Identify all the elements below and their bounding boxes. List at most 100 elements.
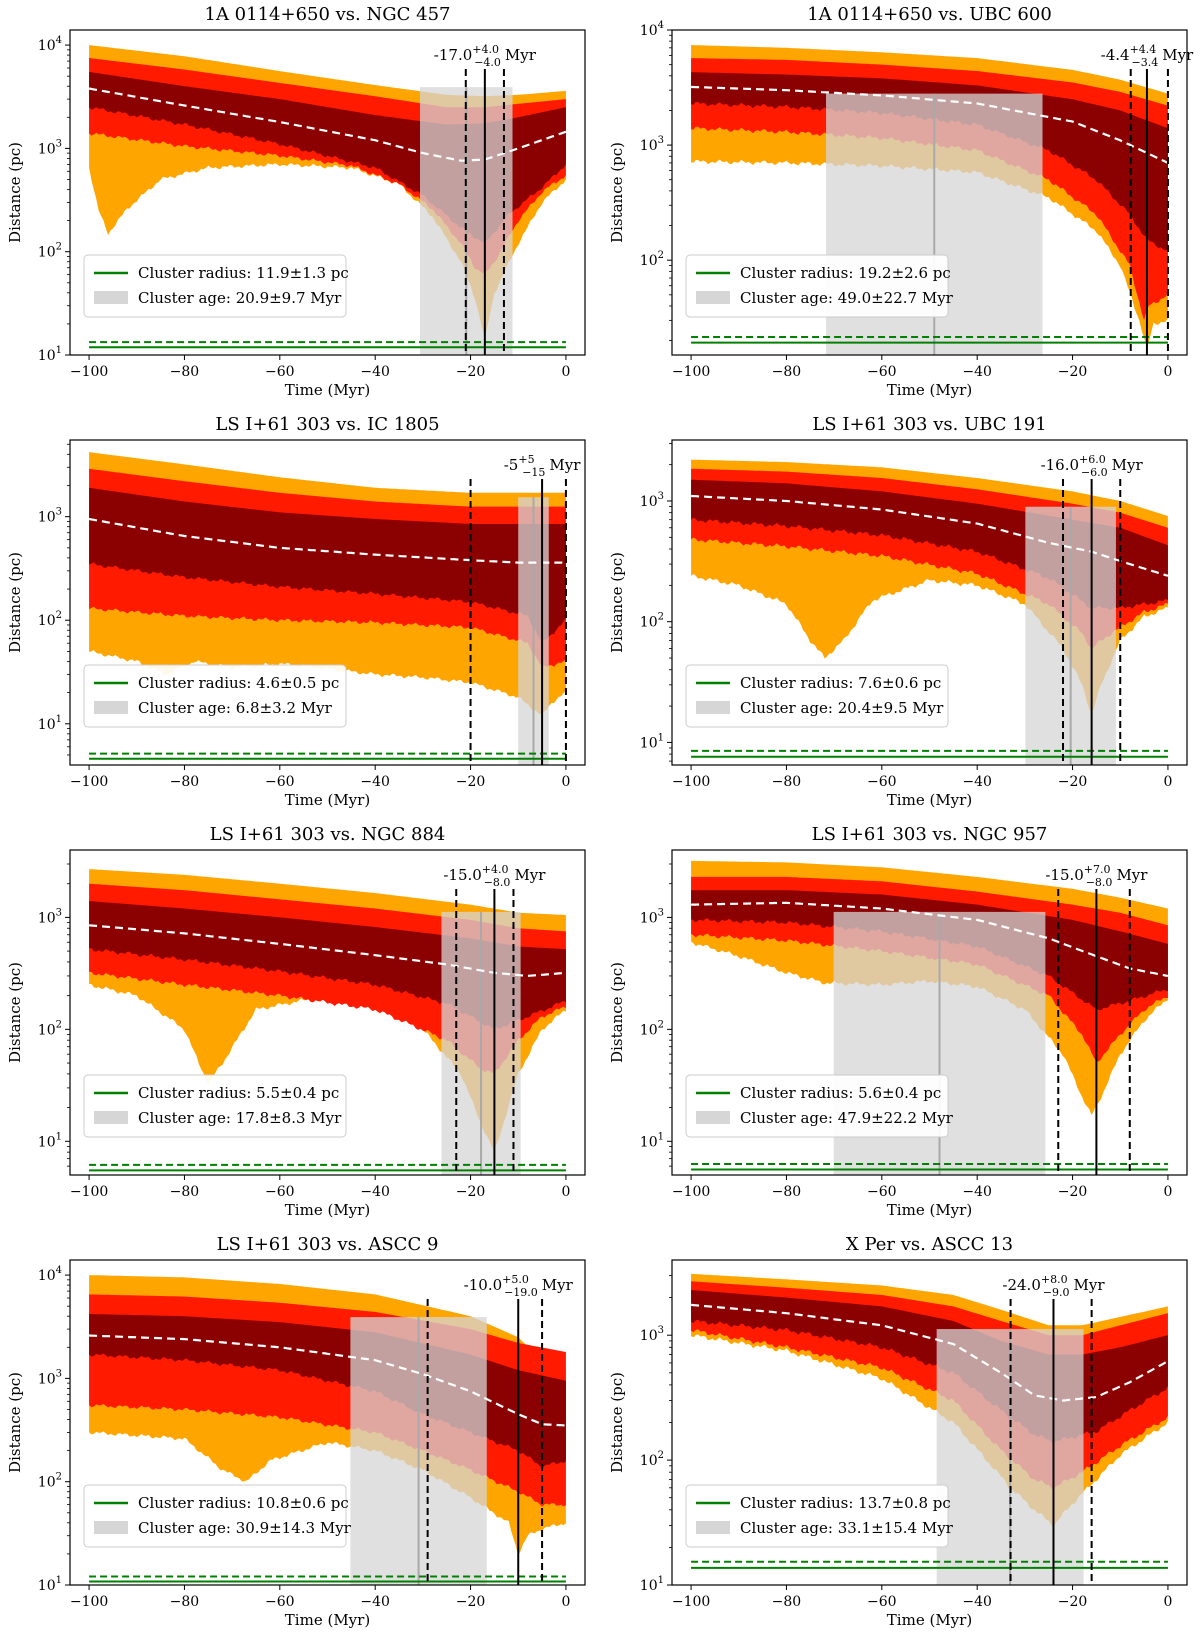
median-line	[691, 901, 1169, 977]
x-tick-label: −40	[360, 1184, 390, 1200]
legend-box	[83, 1074, 347, 1138]
panel-title: LS I+61 303 vs. IC 1805	[215, 414, 439, 435]
median-line	[88, 87, 567, 162]
legend-age-swatch	[696, 701, 730, 714]
x-tick-label: 0	[561, 1594, 570, 1610]
legend-radius-label: Cluster radius: 13.7±0.8 pc	[740, 1494, 951, 1512]
encounter-time-annotation: -4.4+4.4 −3.4 Myr	[1101, 43, 1194, 69]
y-tick-label: 101	[640, 732, 664, 751]
y-tick-label: 101	[38, 1575, 62, 1594]
legend-age-label: Cluster age: 49.0±22.7 Myr	[740, 289, 954, 307]
legend: Cluster radius: 5.6±0.4 pc Cluster age: 4…	[685, 1074, 954, 1138]
legend-box	[83, 1484, 347, 1548]
x-tick-label: −40	[962, 1184, 992, 1200]
x-axis-label: Time (Myr)	[285, 791, 370, 809]
x-tick-label: −60	[265, 1594, 295, 1610]
x-axis-label: Time (Myr)	[285, 1201, 370, 1219]
x-tick-label: −100	[672, 1594, 710, 1610]
panel-title: LS I+61 303 vs. UBC 191	[812, 414, 1046, 435]
encounter-time-annotation: -15.0+7.0 −8.0 Myr	[1045, 863, 1148, 889]
x-tick-label: −80	[772, 364, 802, 380]
legend-box	[83, 664, 347, 728]
y-tick-label: 102	[38, 1472, 62, 1491]
x-tick-label: −20	[456, 364, 486, 380]
x-tick-label: −100	[672, 774, 710, 790]
legend-age-swatch	[696, 291, 730, 304]
y-tick-label: 102	[640, 250, 664, 269]
x-tick-label: −80	[772, 1184, 802, 1200]
y-tick-label: 101	[640, 1131, 664, 1150]
legend: Cluster radius: 13.7±0.8 pc Cluster age: …	[685, 1484, 954, 1548]
x-tick-label: −40	[360, 364, 390, 380]
x-tick-label: −100	[70, 1594, 108, 1610]
x-tick-label: −100	[70, 364, 108, 380]
x-tick-label: −80	[772, 1594, 802, 1610]
y-axis-label: Distance (pc)	[6, 142, 24, 243]
y-tick-label: 102	[640, 612, 664, 631]
x-tick-label: 0	[561, 364, 570, 380]
y-tick-label: 103	[640, 135, 664, 154]
y-tick-label: 101	[38, 345, 62, 364]
legend-radius-label: Cluster radius: 7.6±0.6 pc	[740, 674, 941, 692]
x-tick-label: −60	[265, 774, 295, 790]
y-tick-label: 103	[640, 907, 664, 926]
x-tick-label: −100	[70, 774, 108, 790]
chart-panel: −100 −80 −60 −40 −20 0 101 102 103 LS I+61 303 vs…	[608, 414, 1188, 809]
y-tick-label: 101	[38, 714, 62, 733]
plot-frame	[69, 439, 586, 766]
chart-panel: −100 −80 −60 −40 −20 0 101 102 103 LS I+61 303 vs…	[6, 824, 586, 1219]
legend-age-label: Cluster age: 47.9±22.2 Myr	[740, 1109, 954, 1127]
y-tick-label: 103	[38, 507, 62, 526]
panel-title: LS I+61 303 vs. NGC 884	[210, 824, 446, 845]
x-tick-label: −40	[360, 1594, 390, 1610]
legend-age-label: Cluster age: 30.9±14.3 Myr	[138, 1519, 352, 1537]
x-tick-label: −20	[456, 774, 486, 790]
x-tick-label: −60	[867, 1184, 897, 1200]
x-axis-label: Time (Myr)	[887, 381, 972, 399]
y-axis-label: Distance (pc)	[608, 962, 626, 1063]
legend-box	[685, 254, 949, 318]
encounter-time-annotation: -17.0+4.0 −4.0 Myr	[434, 43, 537, 69]
y-tick-label: 102	[38, 610, 62, 629]
legend: Cluster radius: 10.8±0.6 pc Cluster age: …	[83, 1484, 352, 1548]
band-1sigma	[691, 72, 1168, 251]
y-axis-label: Distance (pc)	[608, 1372, 626, 1473]
x-tick-label: 0	[1163, 1594, 1172, 1610]
panel-title: 1A 0114+650 vs. NGC 457	[205, 4, 451, 25]
y-axis-label: Distance (pc)	[6, 962, 24, 1063]
chart-panel: −100 −80 −60 −40 −20 0 101 102 103 104 LS I+61 303…	[6, 1234, 586, 1629]
y-axis-label: Distance (pc)	[608, 552, 626, 653]
median-line	[89, 1334, 566, 1427]
legend-age-label: Cluster age: 17.8±8.3 Myr	[138, 1109, 342, 1127]
legend-age-label: Cluster age: 33.1±15.4 Myr	[740, 1519, 954, 1537]
legend-age-swatch	[696, 1521, 730, 1534]
x-tick-label: −80	[170, 364, 200, 380]
x-tick-label: −80	[170, 1594, 200, 1610]
y-tick-label: 103	[640, 491, 664, 510]
chart-panel: −100 −80 −60 −40 −20 0 101 102 103 LS I+61 303 vs…	[608, 824, 1188, 1219]
y-tick-label: 104	[640, 20, 664, 39]
x-tick-label: −20	[1058, 1594, 1088, 1610]
x-tick-label: −60	[265, 1184, 295, 1200]
legend-box	[685, 664, 949, 728]
encounter-time-annotation: -10.0+5.0 −19.0 Myr	[464, 1273, 574, 1299]
legend: Cluster radius: 5.5±0.4 pc Cluster age: 1…	[83, 1074, 347, 1138]
x-tick-label: −40	[962, 774, 992, 790]
median-line	[89, 924, 566, 978]
plot-area	[690, 1273, 1169, 1585]
x-tick-label: 0	[1163, 1184, 1172, 1200]
y-tick-label: 102	[640, 1019, 664, 1038]
y-tick-label: 103	[38, 1368, 62, 1387]
legend-box	[83, 254, 347, 318]
plot-frame	[671, 849, 1188, 1176]
x-axis-label: Time (Myr)	[887, 1201, 972, 1219]
x-axis-label: Time (Myr)	[285, 381, 370, 399]
x-tick-label: −40	[360, 774, 390, 790]
y-axis-label: Distance (pc)	[6, 1372, 24, 1473]
encounter-time-annotation: -16.0+6.0 −6.0 Myr	[1041, 453, 1144, 479]
y-tick-label: 101	[640, 1575, 664, 1594]
plot-area	[691, 459, 1169, 765]
panel-title: LS I+61 303 vs. ASCC 9	[217, 1234, 439, 1255]
y-tick-label: 102	[640, 1450, 664, 1469]
